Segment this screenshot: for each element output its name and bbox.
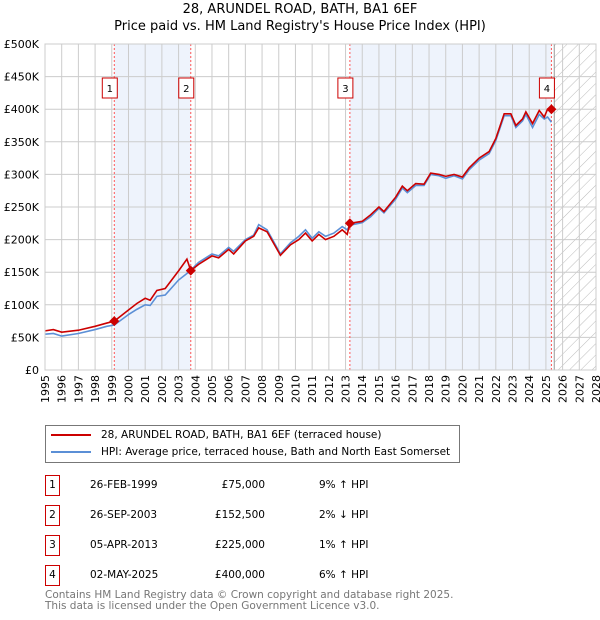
x-tick-label: 2013 (340, 375, 353, 403)
x-tick-label: 2007 (239, 375, 252, 403)
sale-date: 26-SEP-2003 (90, 509, 158, 521)
x-tick-label: 2009 (273, 375, 286, 403)
sale-label-number: 1 (107, 84, 113, 95)
x-tick-label: 1997 (72, 375, 85, 403)
sale-label-number: 2 (183, 84, 189, 95)
legend-label-property: 28, ARUNDEL ROAD, BATH, BA1 6EF (terrace… (101, 429, 382, 441)
sale-label-box (538, 77, 555, 99)
x-tick-label: 2000 (122, 375, 135, 403)
sale-price: £225,000 (214, 539, 265, 551)
footer-line-1: Contains HM Land Registry data © Crown c… (45, 589, 454, 601)
sale-row: 1 26-FEB-1999 £75,000 9% ↑ HPI (45, 475, 465, 497)
footer-line-2: This data is licensed under the Open Gov… (45, 600, 380, 612)
sale-date: 26-FEB-1999 (90, 479, 158, 491)
x-tick-label: 1996 (56, 375, 69, 403)
y-tick-label: £150K (4, 266, 40, 279)
y-tick-label: £50K (11, 331, 40, 344)
sale-date: 05-APR-2013 (90, 539, 158, 551)
x-tick-label: 1999 (106, 375, 119, 403)
y-tick-label: £100K (4, 299, 40, 312)
sale-hpi-diff: 1% ↑ HPI (319, 539, 369, 551)
x-tick-label: 2014 (356, 375, 369, 403)
footer: Contains HM Land Registry data © Crown c… (45, 590, 453, 612)
x-tick-label: 2022 (490, 375, 503, 403)
x-tick-label: 2008 (256, 375, 269, 403)
plot-area: 1995 1996 1997 1998 1999 2000 2001 2002 2003 2004… (4, 38, 600, 403)
sale-hpi-diff: 6% ↑ HPI (319, 569, 369, 581)
y-tick-label: £400K (4, 103, 40, 116)
sale-date: 02-MAY-2025 (90, 569, 159, 581)
y-tick-label: £250K (4, 201, 40, 214)
x-tick-label: 2015 (373, 375, 386, 403)
sale-label-box (337, 77, 354, 99)
chart-title: 28, ARUNDEL ROAD, BATH, BA1 6EF (182, 2, 418, 17)
sale-price: £75,000 (221, 479, 265, 491)
sale-number-badge: 2 (45, 505, 60, 526)
y-tick-label: £450K (4, 71, 40, 84)
x-tick-label: 2021 (473, 375, 486, 403)
y-tick-label: £0 (25, 364, 39, 377)
x-tick-label: 2019 (440, 375, 453, 403)
x-tick-label: 1998 (89, 375, 102, 403)
x-tick-label: 2023 (507, 375, 520, 403)
x-tick-label: 1995 (39, 375, 52, 403)
legend-label-hpi: HPI: Average price, terraced house, Bath… (101, 446, 451, 458)
x-tick-label: 2024 (523, 375, 536, 403)
x-tick-label: 2002 (156, 375, 169, 403)
x-tick-label: 2010 (289, 375, 302, 403)
sale-number-badge: 3 (45, 535, 60, 556)
plot-border (44, 43, 597, 371)
y-tick-label: £300K (4, 168, 40, 181)
x-tick-label: 2001 (139, 375, 152, 403)
x-tick-label: 2028 (590, 375, 600, 403)
x-tick-label: 2018 (423, 375, 436, 403)
y-tick-label: £200K (4, 234, 40, 247)
x-tick-label: 2005 (206, 375, 219, 403)
sale-point (344, 218, 355, 229)
property-price-line (44, 108, 552, 333)
sale-point (109, 316, 120, 327)
x-tick-label: 2003 (173, 375, 186, 403)
sale-label-number: 3 (342, 84, 348, 95)
hpi-line (44, 112, 553, 337)
x-tick-label: 2016 (390, 375, 403, 403)
sale-number-badge: 1 (45, 475, 60, 496)
y-tick-label: £500K (4, 38, 40, 51)
x-tick-label: 2027 (573, 375, 586, 403)
sale-row: 2 26-SEP-2003 £152,500 2% ↓ HPI (45, 505, 465, 527)
x-tick-label: 2017 (406, 375, 419, 403)
sale-row: 4 02-MAY-2025 £400,000 6% ↑ HPI (45, 565, 465, 587)
x-tick-label: 2006 (223, 375, 236, 403)
sale-label-number: 4 (544, 84, 550, 95)
legend-swatch-hpi (51, 451, 91, 453)
sale-label-box (178, 77, 195, 99)
x-tick-label: 2012 (323, 375, 336, 403)
sale-hpi-diff: 9% ↑ HPI (319, 479, 369, 491)
sale-row: 3 05-APR-2013 £225,000 1% ↑ HPI (45, 535, 465, 557)
sale-price: £400,000 (214, 569, 265, 581)
sale-label-box (101, 77, 118, 99)
sale-point (185, 265, 196, 276)
x-tick-label: 2020 (456, 375, 469, 403)
x-tick-label: 2026 (557, 375, 570, 403)
legend-swatch-property (51, 434, 91, 436)
x-tick-label: 2011 (306, 375, 319, 403)
x-tick-label: 2025 (540, 375, 553, 403)
x-tick-label: 2004 (189, 375, 202, 403)
chart-subtitle: Price paid vs. HM Land Registry's House … (114, 19, 486, 34)
sale-price: £152,500 (214, 509, 265, 521)
sale-number-badge: 4 (45, 565, 60, 586)
sale-hpi-diff: 2% ↓ HPI (319, 509, 369, 521)
y-tick-label: £350K (4, 136, 40, 149)
sale-point (546, 104, 557, 115)
legend: 28, ARUNDEL ROAD, BATH, BA1 6EF (terrace… (45, 425, 460, 463)
